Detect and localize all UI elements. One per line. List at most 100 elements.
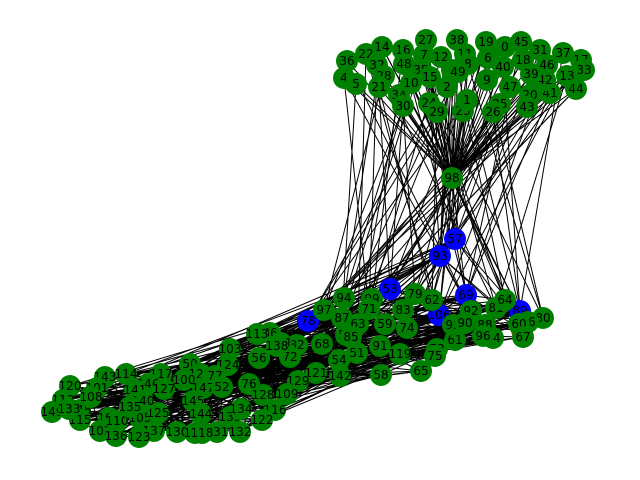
- graph-node-75: 75: [424, 345, 446, 367]
- graph-edge: [495, 75, 568, 309]
- graph-node-label: 7: [420, 48, 428, 62]
- graph-node-circle: [58, 398, 80, 420]
- graph-node-135: 135: [119, 396, 141, 418]
- graph-node-113: 113: [246, 323, 268, 345]
- graph-edge: [414, 238, 456, 295]
- graph-node-circle: [345, 73, 367, 95]
- graph-node-52: 52: [211, 376, 233, 398]
- graph-node-label: 119: [389, 347, 412, 361]
- graph-node-122: 122: [251, 409, 273, 431]
- graph-node-circle: [400, 72, 422, 94]
- graph-node-label: 59: [377, 317, 392, 331]
- graph-node-circle: [389, 343, 411, 365]
- graph-node-114: 114: [115, 363, 137, 385]
- graph-node-label: 71: [361, 302, 376, 316]
- graph-node-label: 72: [282, 350, 297, 364]
- graph-node-90: 90: [454, 312, 476, 334]
- graph-node-label: 27: [418, 33, 433, 47]
- graph-node-label: 0: [501, 40, 509, 54]
- graph-node-label: 39: [523, 67, 538, 81]
- graph-node-circle: [248, 347, 270, 369]
- graph-node-label: 54: [331, 353, 346, 367]
- graph-node-39: 39: [520, 63, 542, 85]
- graph-node-circle: [421, 289, 443, 311]
- graph-node-circle: [252, 384, 274, 406]
- graph-node-circle: [211, 376, 233, 398]
- graph-node-label: 21: [371, 80, 386, 94]
- graph-node-circle: [492, 56, 514, 78]
- graph-node-label: 121: [305, 366, 328, 380]
- graph-node-circle: [115, 363, 137, 385]
- graph-node-label: 53: [382, 282, 397, 296]
- graph-node-label: 43: [519, 100, 534, 114]
- graph-edge: [343, 111, 494, 299]
- graph-node-19: 19: [475, 31, 497, 53]
- graph-node-circle: [190, 403, 212, 425]
- graph-node-circle: [476, 69, 498, 91]
- graph-node-103: 103: [219, 338, 241, 360]
- graph-node-label: 62: [424, 293, 439, 307]
- graph-node-circle: [404, 283, 426, 305]
- graph-node-133: 133: [58, 398, 81, 420]
- graph-node-circle: [426, 101, 448, 123]
- graph-edge: [357, 94, 400, 325]
- graph-node-circle: [313, 299, 335, 321]
- graph-node-label: 100: [173, 373, 196, 387]
- graph-node-label: 44: [568, 82, 583, 96]
- graph-node-label: 109: [276, 387, 299, 401]
- graph-node-59: 59: [374, 313, 396, 335]
- graph-node-label: 94: [336, 291, 351, 305]
- graph-node-93: 93: [429, 245, 451, 267]
- graph-node-label: 79: [407, 287, 422, 301]
- graph-node-label: 130: [166, 425, 189, 439]
- graph-node-56: 56: [248, 347, 270, 369]
- graph-node-label: 4: [340, 71, 348, 85]
- graph-node-label: 58: [373, 368, 388, 382]
- graph-node-label: 10: [403, 76, 418, 90]
- graph-node-label: 6: [484, 51, 492, 65]
- graph-node-circle: [374, 313, 396, 335]
- graph-node-134: 134: [230, 398, 253, 420]
- graph-node-5: 5: [345, 73, 367, 95]
- graph-edge: [451, 177, 521, 312]
- graph-edge: [323, 75, 385, 311]
- graph-node-label: 83: [395, 303, 410, 317]
- graph-node-label: 69: [458, 288, 473, 302]
- graph-node-circle: [429, 245, 451, 267]
- graph-node-98: 98: [441, 167, 463, 189]
- graph-node-label: 57: [447, 232, 462, 246]
- graph-node-119: 119: [389, 343, 412, 365]
- graph-node-94: 94: [333, 287, 355, 309]
- graph-node-125: 125: [147, 402, 169, 424]
- graph-node-label: 68: [314, 337, 329, 351]
- graph-edge: [343, 82, 412, 299]
- graph-node-label: 76: [241, 377, 256, 391]
- graph-node-circle: [246, 323, 268, 345]
- graph-node-100: 100: [173, 369, 196, 391]
- graph-node-label: 98: [444, 171, 459, 185]
- graph-node-136: 136: [105, 425, 128, 447]
- graph-node-44: 44: [565, 78, 587, 100]
- graph-node-circle: [444, 228, 466, 250]
- graph-node-29: 29: [426, 101, 448, 123]
- graph-node-label: 136: [105, 429, 128, 443]
- graph-node-label: 18: [515, 53, 530, 67]
- graph-node-37: 37: [552, 42, 574, 64]
- graph-node-label: 74: [399, 321, 414, 335]
- graph-node-label: 123: [128, 430, 151, 444]
- graph-node-circle: [153, 378, 175, 400]
- graph-node-label: 134: [230, 402, 253, 416]
- graph-node-label: 75: [427, 349, 442, 363]
- graph-node-85: 85: [340, 326, 362, 348]
- graph-node-circle: [419, 66, 441, 88]
- graph-node-label: 80: [535, 311, 550, 325]
- graph-node-label: 91: [372, 339, 387, 353]
- graph-node-label: 133: [58, 402, 81, 416]
- graph-node-0: 0: [494, 36, 516, 58]
- graph-node-label: 15: [422, 70, 437, 84]
- graph-node-label: 30: [395, 99, 410, 113]
- graph-node-43: 43: [516, 96, 538, 118]
- graph-node-label: 51: [349, 346, 364, 360]
- graph-node-128: 128: [252, 384, 274, 406]
- graph-node-circle: [552, 42, 574, 64]
